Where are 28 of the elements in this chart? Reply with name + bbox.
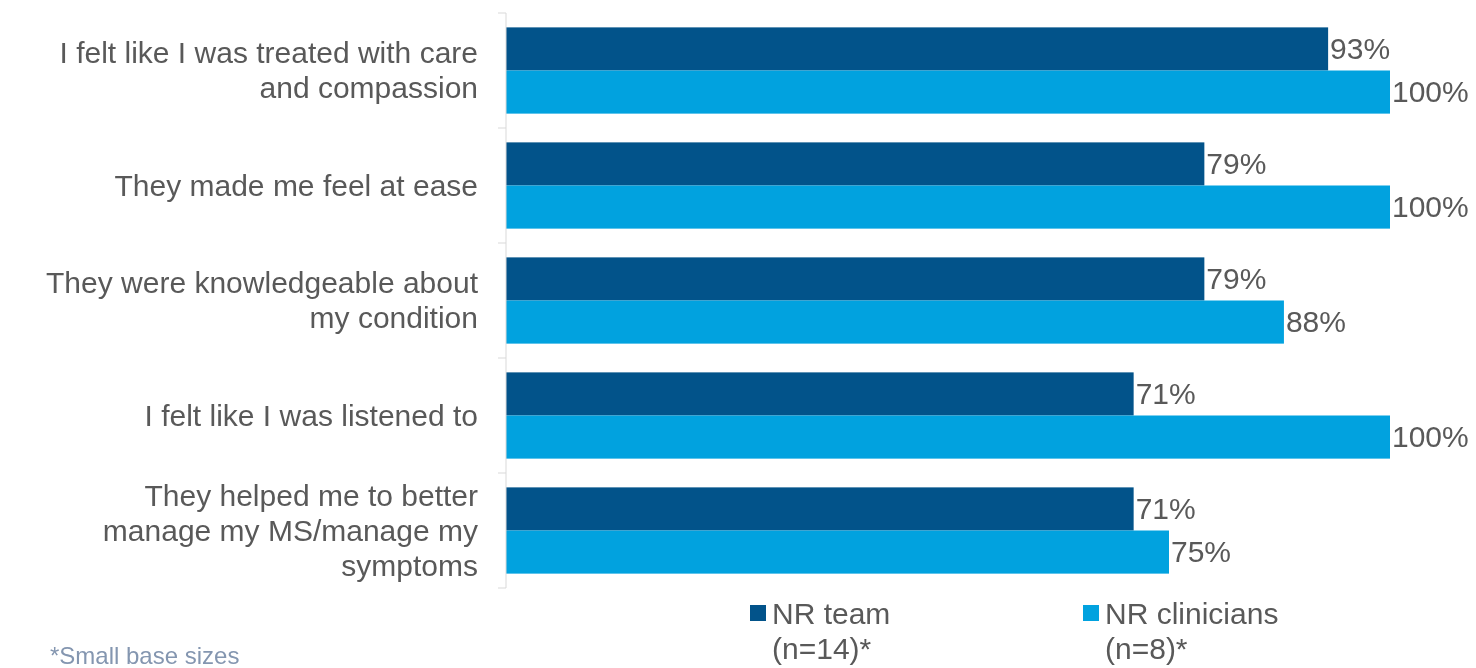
data-label: 71% bbox=[1135, 376, 1196, 410]
bar bbox=[506, 142, 1205, 186]
bar bbox=[506, 300, 1284, 344]
legend-label: NR clinicians (n=8)* bbox=[1105, 597, 1279, 665]
bar bbox=[506, 185, 1390, 229]
data-label: 93% bbox=[1330, 31, 1391, 65]
bar bbox=[506, 415, 1390, 459]
bar bbox=[506, 70, 1390, 114]
bar bbox=[506, 530, 1169, 574]
data-label: 100% bbox=[1392, 75, 1469, 109]
y-tick-label: I felt like I was treated with care and compassion bbox=[59, 36, 478, 104]
y-tick-label: I felt like I was listened to bbox=[144, 398, 478, 432]
y-tick-label: They were knowledgeable about my condition bbox=[46, 266, 479, 334]
data-label: 79% bbox=[1206, 261, 1267, 295]
bar bbox=[506, 27, 1329, 71]
bar bbox=[506, 257, 1205, 301]
text: *Small base sizes bbox=[50, 642, 240, 668]
data-label: 79% bbox=[1206, 146, 1267, 180]
data-label: 71% bbox=[1135, 491, 1196, 525]
bar bbox=[506, 372, 1134, 416]
y-tick-label: They made me feel at ease bbox=[114, 168, 478, 202]
data-label: 100% bbox=[1392, 420, 1469, 454]
y-tick-label: They helped me to better manage my MS/manage my symptoms bbox=[102, 478, 479, 582]
bar bbox=[506, 487, 1134, 531]
data-label: 88% bbox=[1285, 305, 1346, 339]
legend-label: NR team (n=14)* bbox=[772, 597, 891, 665]
data-label: 100% bbox=[1392, 190, 1469, 224]
data-label: 75% bbox=[1171, 535, 1232, 569]
